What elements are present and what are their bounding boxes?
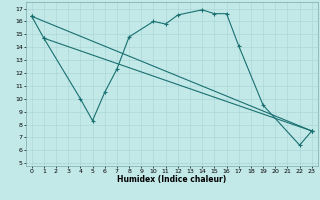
X-axis label: Humidex (Indice chaleur): Humidex (Indice chaleur) bbox=[117, 175, 226, 184]
